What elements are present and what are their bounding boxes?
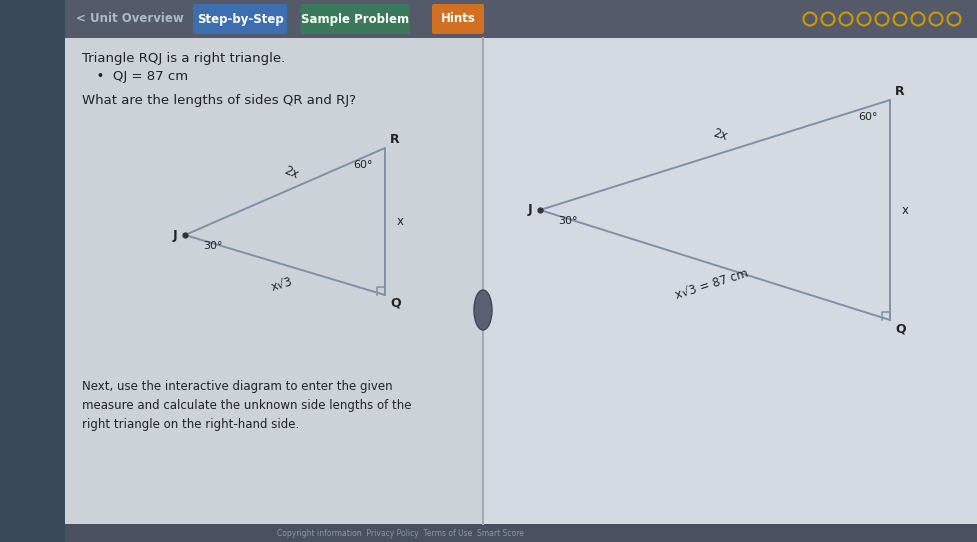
Text: 2x: 2x (710, 127, 728, 144)
Text: Hints: Hints (440, 12, 475, 25)
Text: x: x (901, 203, 908, 216)
Text: What are the lengths of sides QR and RJ?: What are the lengths of sides QR and RJ? (82, 94, 356, 107)
Text: R: R (390, 133, 400, 146)
Text: •  QJ = 87 cm: • QJ = 87 cm (88, 70, 188, 83)
FancyBboxPatch shape (300, 4, 409, 34)
Text: Step-by-Step: Step-by-Step (196, 12, 283, 25)
Text: Q: Q (894, 322, 905, 335)
Text: Copyright information  Privacy Policy  Terms of Use  Smart Score: Copyright information Privacy Policy Ter… (276, 528, 523, 538)
Text: Sample Problem: Sample Problem (301, 12, 408, 25)
Text: J: J (527, 203, 531, 216)
Ellipse shape (474, 290, 491, 330)
Bar (483, 38, 977, 524)
Text: x√3: x√3 (270, 276, 294, 295)
Text: Triangle RQJ is a right triangle.: Triangle RQJ is a right triangle. (82, 52, 285, 65)
Bar (64, 38, 483, 524)
Text: < Unit Overview: < Unit Overview (76, 12, 184, 25)
Text: 2x: 2x (282, 164, 301, 181)
Text: Next, use the interactive diagram to enter the given
measure and calculate the u: Next, use the interactive diagram to ent… (82, 380, 411, 431)
Text: x√3 = 87 cm: x√3 = 87 cm (673, 268, 749, 303)
Text: 60°: 60° (353, 160, 372, 170)
Text: 30°: 30° (203, 241, 223, 251)
Text: 30°: 30° (558, 216, 576, 226)
Text: R: R (894, 85, 904, 98)
Bar (64, 524, 977, 542)
Text: x: x (397, 215, 404, 228)
Text: J: J (172, 229, 177, 242)
Bar (0, 0, 64, 542)
FancyBboxPatch shape (192, 4, 286, 34)
Bar (64, 0, 977, 38)
Text: 60°: 60° (858, 112, 877, 122)
FancyBboxPatch shape (432, 4, 484, 34)
Text: Q: Q (390, 297, 401, 310)
